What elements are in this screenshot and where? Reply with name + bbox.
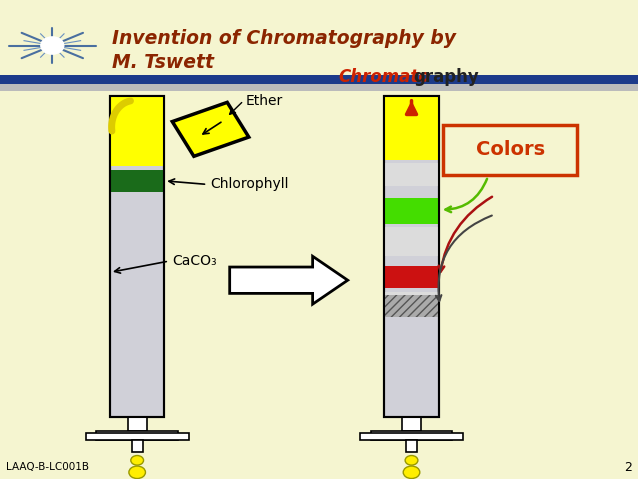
Text: M. Tswett: M. Tswett [112, 53, 214, 72]
Bar [406, 440, 417, 452]
Bar [402, 417, 421, 431]
Circle shape [405, 456, 418, 465]
FancyBboxPatch shape [443, 125, 577, 175]
Text: Chromato: Chromato [338, 68, 430, 86]
Circle shape [131, 456, 144, 465]
Bar [110, 96, 165, 417]
Bar [131, 440, 142, 452]
Bar [384, 96, 439, 417]
Bar [0, 75, 638, 84]
Text: Invention of Chromatography by: Invention of Chromatography by [112, 29, 456, 48]
Bar [384, 266, 439, 288]
Bar [384, 96, 439, 160]
Bar [384, 198, 439, 224]
Bar [384, 228, 439, 256]
Text: CaCO₃: CaCO₃ [172, 254, 217, 268]
Text: Colors: Colors [476, 140, 545, 159]
Circle shape [403, 466, 420, 479]
Circle shape [41, 37, 64, 54]
Bar [0, 84, 638, 91]
Bar [0, 0, 638, 81]
Polygon shape [230, 256, 348, 304]
Bar [384, 292, 439, 317]
Bar [110, 170, 165, 192]
Text: Ether: Ether [246, 93, 283, 108]
Text: LAAQ-B-LC001B: LAAQ-B-LC001B [6, 462, 89, 472]
Circle shape [129, 466, 145, 479]
Bar [96, 431, 178, 440]
Text: graphy: graphy [413, 68, 479, 86]
Bar [360, 433, 463, 440]
Text: Chlorophyll: Chlorophyll [211, 177, 289, 192]
Polygon shape [172, 103, 249, 156]
Bar [128, 417, 147, 431]
Text: 2: 2 [624, 460, 632, 474]
Bar [384, 163, 439, 186]
Bar [110, 96, 165, 417]
Bar [371, 431, 452, 440]
Bar [384, 96, 439, 417]
Bar [384, 295, 439, 317]
Bar [85, 433, 189, 440]
Bar [110, 96, 165, 166]
